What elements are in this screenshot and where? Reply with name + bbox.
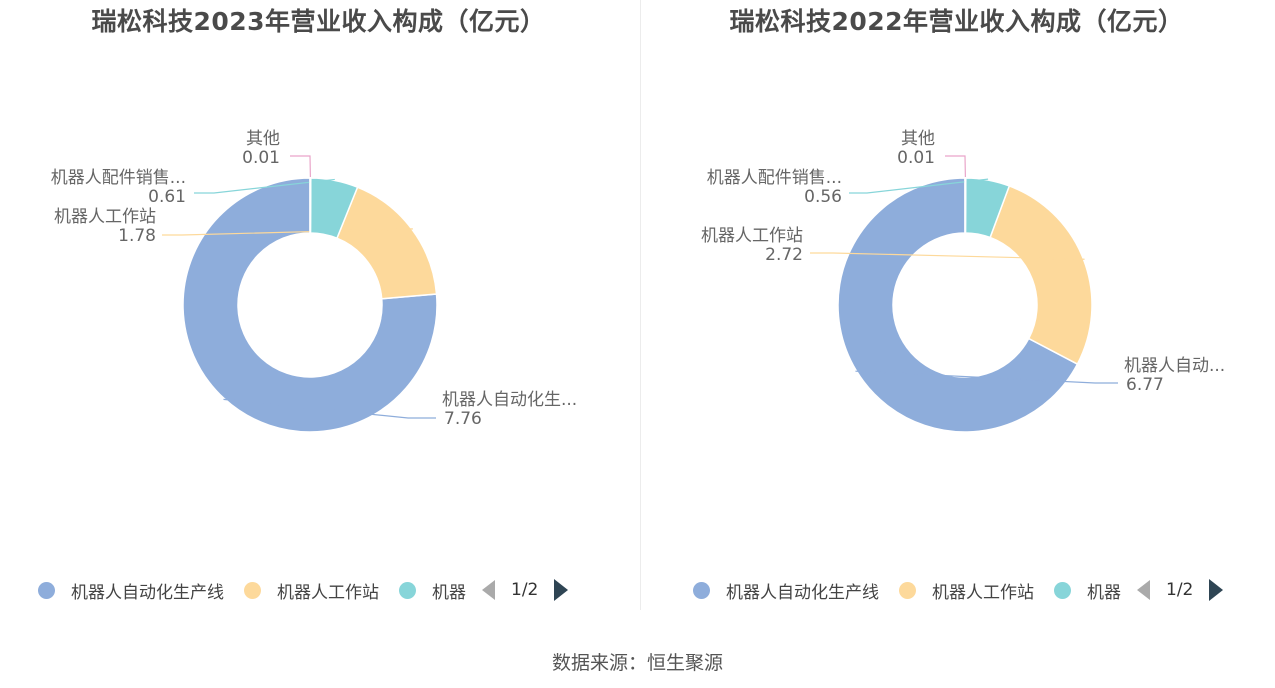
slice-value-label: 7.76: [444, 409, 482, 429]
donut-slice-1[interactable]: [989, 184, 1093, 366]
slice-name-label: 机器人工作站: [701, 226, 803, 246]
legend-label: 机器: [432, 582, 466, 603]
slice-name-label: 机器人自动...: [1124, 356, 1225, 376]
legend-item-workstation[interactable]: 机器人工作站: [244, 578, 379, 603]
legend-item-automation-line[interactable]: 机器人自动化生产线: [693, 578, 879, 603]
pager-next-arrow-icon[interactable]: [554, 579, 569, 601]
legend-item-workstation[interactable]: 机器人工作站: [899, 578, 1034, 603]
legend-dot: [693, 581, 710, 599]
legend-label: 机器人自动化生产线: [726, 582, 879, 603]
legend-dot: [899, 581, 916, 599]
slice-value-label: 0.61: [148, 187, 186, 207]
legend-2022: 机器人自动化生产线 机器人工作站 机器 1/2: [693, 575, 1224, 605]
slice-value-label: 0.56: [804, 187, 842, 207]
data-source-footer: 数据来源：恒生聚源: [551, 652, 723, 674]
legend-pager: 1/2: [482, 579, 569, 601]
legend-label: 机器人自动化生产线: [71, 582, 224, 603]
chart-panel-2022: 瑞松科技2022年营业收入构成（亿元） 机器人自动... 6.77 机器人工作站 2.…: [638, 0, 1275, 610]
slice-value-label: 1.78: [118, 226, 156, 246]
slice-name-label: 机器人工作站: [54, 207, 156, 227]
label-leader-line: [290, 155, 311, 178]
slice-name-label: 机器人配件销售...: [707, 168, 842, 188]
pager-prev-arrow-icon[interactable]: [482, 580, 495, 600]
donut-slice-3[interactable]: [964, 177, 967, 234]
pager-next-arrow-icon[interactable]: [1209, 579, 1224, 601]
slice-value-label: 2.72: [765, 245, 803, 265]
slice-name-label: 其他: [246, 129, 280, 149]
donut-slice-3[interactable]: [309, 177, 312, 234]
donut-slice-0[interactable]: [837, 177, 1079, 433]
legend-label: 机器人工作站: [932, 582, 1034, 603]
legend-2023: 机器人自动化生产线 机器人工作站 机器 1/2: [38, 575, 569, 605]
legend-item-parts[interactable]: 机器: [399, 578, 466, 603]
chart-title-2023: 瑞松科技2023年营业收入构成（亿元）: [91, 7, 546, 36]
panel-divider: [640, 0, 641, 610]
legend-label: 机器人工作站: [277, 582, 379, 603]
slice-value-label: 0.01: [242, 148, 280, 168]
legend-dot: [244, 581, 261, 599]
label-leader-line: [945, 155, 966, 178]
legend-label: 机器: [1087, 582, 1121, 603]
slice-name-label: 机器人配件销售...: [51, 168, 186, 188]
slice-name-label: 其他: [901, 129, 935, 149]
legend-dot: [399, 581, 416, 599]
pager-page-indicator: 1/2: [1166, 580, 1194, 600]
label-leader-line: [855, 370, 1118, 384]
legend-pager: 1/2: [1137, 579, 1224, 601]
legend-item-automation-line[interactable]: 机器人自动化生产线: [38, 578, 224, 603]
pager-page-indicator: 1/2: [511, 580, 539, 600]
slice-name-label: 机器人自动化生...: [442, 390, 577, 410]
slice-value-label: 0.01: [897, 148, 935, 168]
chart-panel-2023: 瑞松科技2023年营业收入构成（亿元） 机器人自动化生... 7.76 机器人工作站…: [0, 0, 637, 610]
legend-item-parts[interactable]: 机器: [1054, 578, 1121, 603]
donut-slice-1[interactable]: [335, 186, 438, 300]
donut-slice-0[interactable]: [182, 177, 438, 433]
chart-title-2022: 瑞松科技2022年营业收入构成（亿元）: [729, 7, 1184, 36]
label-leader-line: [194, 178, 335, 194]
legend-dot: [38, 581, 55, 599]
label-leader-line: [223, 398, 436, 419]
label-leader-line: [849, 178, 989, 194]
label-leader-line: [810, 252, 1085, 260]
pager-prev-arrow-icon[interactable]: [1137, 580, 1150, 600]
slice-value-label: 6.77: [1126, 375, 1164, 395]
legend-dot: [1054, 581, 1071, 599]
